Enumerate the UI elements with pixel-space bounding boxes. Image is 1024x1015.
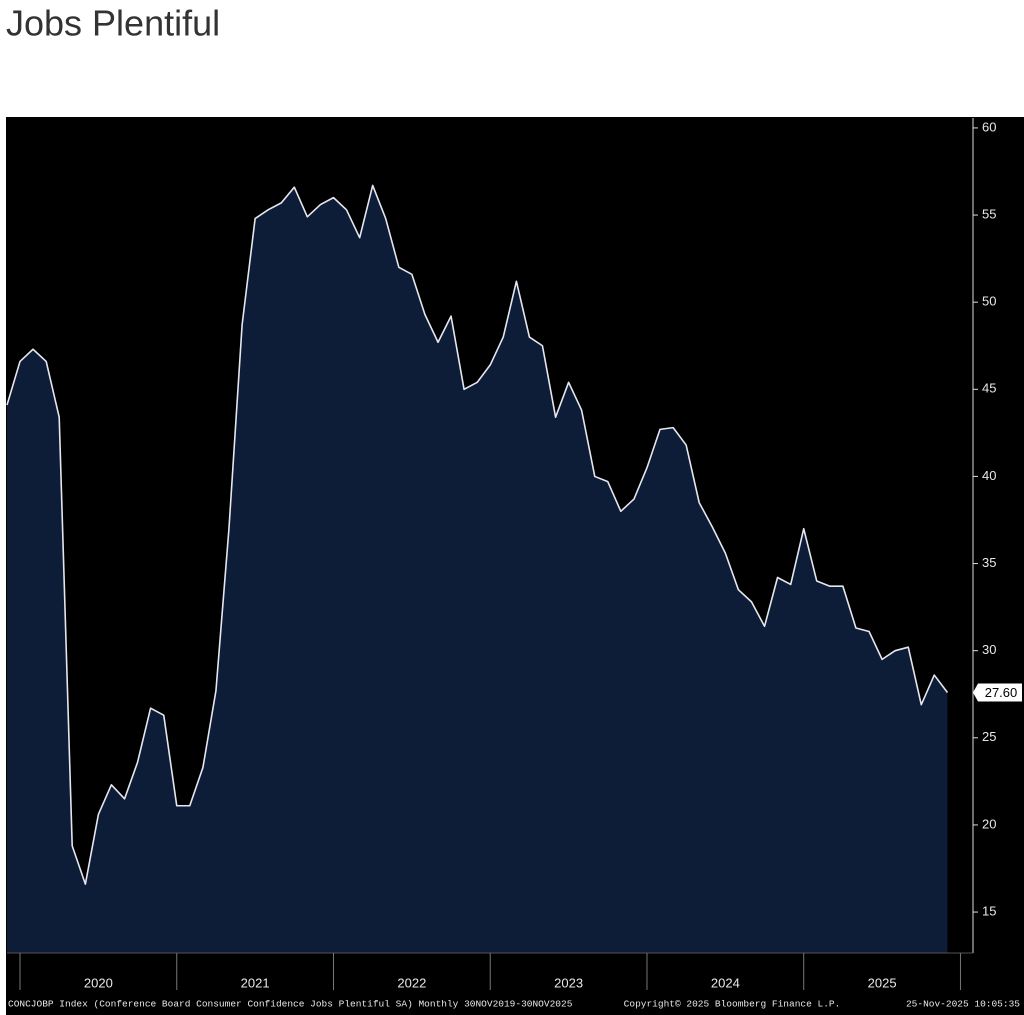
last-value-tag xyxy=(973,683,1022,702)
x-tick-label: 2020 xyxy=(84,975,113,990)
y-tick-label: 50 xyxy=(982,294,996,309)
x-tick-label: 2022 xyxy=(397,975,426,990)
x-tick-label: 2023 xyxy=(554,975,583,990)
area-fill xyxy=(7,185,948,953)
x-tick-label: 2025 xyxy=(868,975,897,990)
y-tick-label: 40 xyxy=(982,468,996,483)
y-tick-label: 15 xyxy=(982,903,996,918)
y-tick-label: 55 xyxy=(982,206,996,221)
footer-right: 25-Nov-2025 10:05:35 xyxy=(906,999,1020,1010)
y-tick-label: 25 xyxy=(982,729,996,744)
area-line xyxy=(6,184,949,885)
x-tick-label: 2021 xyxy=(241,975,270,990)
y-tick-label: 35 xyxy=(982,555,996,570)
y-tick-label: 45 xyxy=(982,381,996,396)
y-tick-label: 30 xyxy=(982,642,996,657)
chart-title: Jobs Plentiful xyxy=(6,3,220,44)
last-value-label: 27.60 xyxy=(985,685,1018,700)
footer-left: CONCJOBP Index (Conference Board Consume… xyxy=(8,999,573,1010)
footer-center: Copyright© 2025 Bloomberg Finance L.P. xyxy=(624,999,841,1010)
y-tick-label: 60 xyxy=(982,119,996,134)
y-tick-label: 20 xyxy=(982,816,996,831)
x-tick-label: 2024 xyxy=(711,975,740,990)
